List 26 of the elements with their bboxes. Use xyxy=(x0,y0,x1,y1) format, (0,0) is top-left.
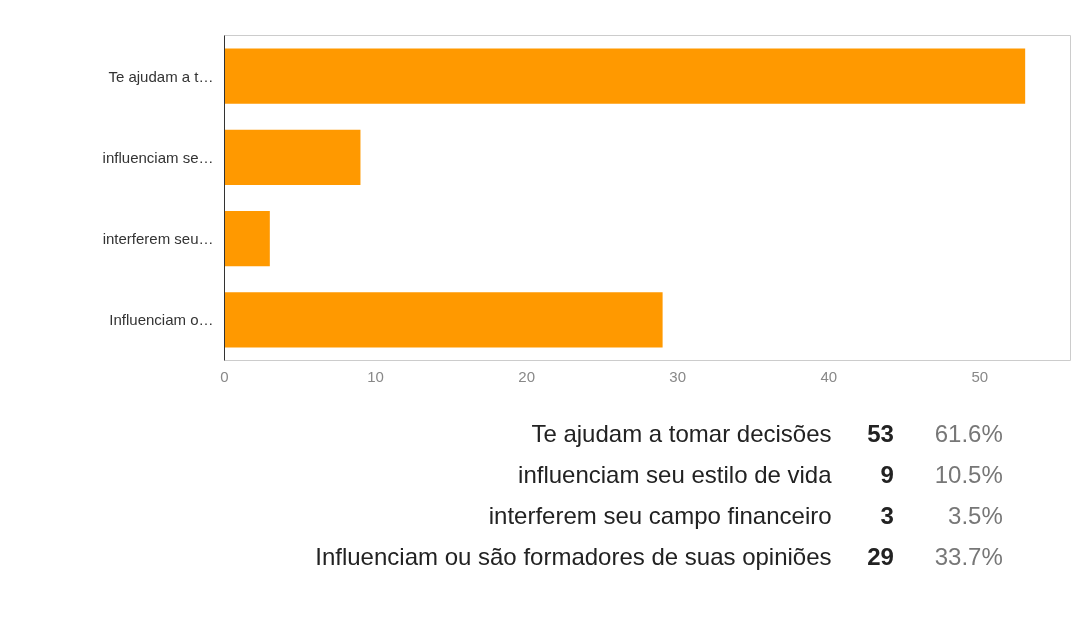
text: 3 xyxy=(880,502,894,529)
text: 53 xyxy=(867,420,894,447)
text: Te ajudam a tomar decisões xyxy=(531,420,832,447)
text: 3.5% xyxy=(948,502,1003,529)
x-tick-label: 10 xyxy=(367,367,384,385)
bar xyxy=(224,129,361,185)
bar xyxy=(224,292,663,348)
x-tick-label: 20 xyxy=(518,367,535,385)
x-tick-label: 0 xyxy=(220,367,229,385)
y-tick-label: interferem seu… xyxy=(102,230,214,248)
bar xyxy=(224,48,1026,104)
y-tick-label: Te ajudam a t… xyxy=(108,67,214,85)
y-tick-label: Influenciam o… xyxy=(109,311,214,329)
text: 33.7% xyxy=(934,543,1003,570)
text: 9 xyxy=(880,461,894,488)
x-tick-label: 50 xyxy=(971,367,989,385)
bar xyxy=(224,211,270,267)
text: influenciam seu estilo de vida xyxy=(518,461,833,488)
text: 29 xyxy=(867,543,894,570)
text: 61.6% xyxy=(934,420,1003,447)
x-tick-label: 40 xyxy=(820,367,838,385)
text: 10.5% xyxy=(934,461,1003,488)
text: interferem seu campo financeiro xyxy=(488,502,832,529)
y-tick-label: influenciam se… xyxy=(102,148,214,166)
x-tick-label: 30 xyxy=(669,367,687,385)
text: Influenciam ou são formadores de suas opiniões xyxy=(315,543,832,570)
